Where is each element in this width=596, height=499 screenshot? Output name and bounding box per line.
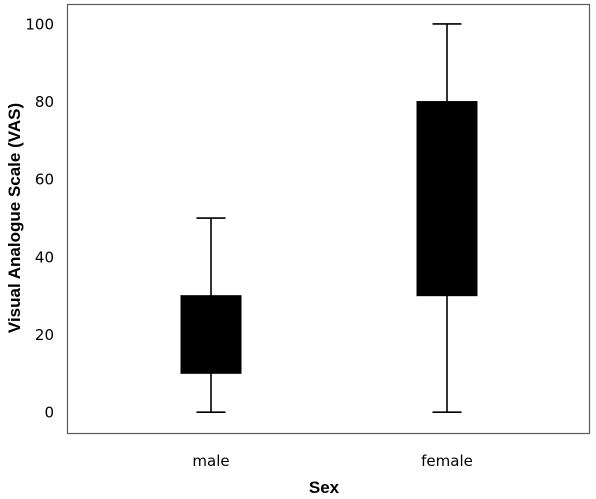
x-axis-ticks: male female [192,452,472,470]
y-tick-label: 40 [35,248,54,266]
y-tick-label: 80 [35,93,54,111]
y-axis-title: Visual Analogue Scale (VAS) [5,103,24,333]
iqr-box [180,295,242,374]
x-axis-title: Sex [309,478,340,497]
x-tick-label: male [192,452,229,470]
y-tick-label: 60 [35,171,54,189]
x-tick-label: female [421,452,473,470]
box-series [180,23,478,413]
y-axis-ticks: 0 20 40 60 80 100 [25,15,54,421]
box-female [416,23,478,413]
box-male [180,217,242,413]
y-tick-label: 0 [44,404,54,422]
y-tick-label: 100 [25,15,54,33]
iqr-box [416,101,478,297]
plot-frame [66,3,591,435]
y-tick-label: 20 [35,326,54,344]
